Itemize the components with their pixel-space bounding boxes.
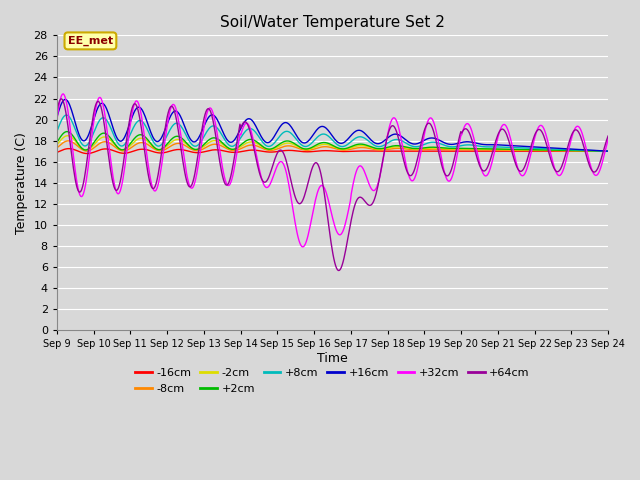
+32cm <box>304 232 312 238</box>
+16cm <box>53 115 61 120</box>
+8cm <box>303 144 311 149</box>
Legend: -16cm, -8cm, -2cm, +2cm, +8cm, +16cm, +32cm, +64cm: -16cm, -8cm, -2cm, +2cm, +8cm, +16cm, +3… <box>131 364 534 398</box>
+8cm <box>422 141 429 147</box>
-2cm <box>53 142 61 148</box>
Line: -2cm: -2cm <box>57 136 608 151</box>
Text: EE_met: EE_met <box>68 36 113 46</box>
+2cm <box>604 148 612 154</box>
+64cm <box>58 96 65 102</box>
+64cm <box>380 153 387 158</box>
-16cm <box>380 148 387 154</box>
+32cm <box>196 154 204 160</box>
+32cm <box>299 244 307 250</box>
+16cm <box>422 137 429 143</box>
Line: -8cm: -8cm <box>57 141 608 151</box>
Line: +64cm: +64cm <box>57 99 608 271</box>
+2cm <box>53 140 61 145</box>
+16cm <box>61 96 69 102</box>
+2cm <box>303 146 311 152</box>
+32cm <box>470 135 477 141</box>
Line: +32cm: +32cm <box>57 94 608 247</box>
+64cm <box>53 109 61 115</box>
-2cm <box>196 146 204 152</box>
Line: +8cm: +8cm <box>57 115 608 151</box>
+8cm <box>152 142 159 147</box>
-8cm <box>53 145 61 151</box>
-8cm <box>422 146 429 152</box>
+64cm <box>335 268 342 274</box>
-2cm <box>303 146 311 152</box>
-8cm <box>604 148 612 154</box>
-16cm <box>83 151 91 156</box>
-2cm <box>152 145 159 151</box>
+64cm <box>152 183 159 189</box>
-8cm <box>469 147 477 153</box>
-16cm <box>53 150 61 156</box>
-16cm <box>423 148 431 154</box>
-8cm <box>303 147 311 153</box>
-8cm <box>196 147 204 153</box>
+32cm <box>423 121 431 127</box>
X-axis label: Time: Time <box>317 352 348 365</box>
+2cm <box>379 145 387 151</box>
-16cm <box>304 149 312 155</box>
+2cm <box>152 145 159 151</box>
+64cm <box>196 142 204 148</box>
+16cm <box>604 148 612 154</box>
+16cm <box>379 139 387 145</box>
+16cm <box>303 139 311 145</box>
-8cm <box>379 147 387 153</box>
-16cm <box>604 148 612 154</box>
-2cm <box>422 145 429 151</box>
+2cm <box>469 146 477 152</box>
+2cm <box>196 145 204 151</box>
+2cm <box>422 145 429 151</box>
+16cm <box>469 140 477 145</box>
+8cm <box>62 112 70 118</box>
+64cm <box>470 143 477 149</box>
+8cm <box>469 142 477 148</box>
Title: Soil/Water Temperature Set 2: Soil/Water Temperature Set 2 <box>220 15 445 30</box>
Line: -16cm: -16cm <box>57 149 608 154</box>
+32cm <box>53 118 61 123</box>
+8cm <box>379 143 387 149</box>
-2cm <box>469 146 477 152</box>
-2cm <box>604 148 612 154</box>
+2cm <box>63 129 71 134</box>
+8cm <box>53 129 61 134</box>
+8cm <box>196 141 204 146</box>
-16cm <box>65 146 72 152</box>
+32cm <box>152 188 159 194</box>
-2cm <box>64 133 72 139</box>
+64cm <box>303 183 311 189</box>
-8cm <box>152 146 159 152</box>
Y-axis label: Temperature (C): Temperature (C) <box>15 132 28 234</box>
+32cm <box>604 137 612 143</box>
-16cm <box>196 150 204 156</box>
-2cm <box>379 146 387 152</box>
-8cm <box>64 138 72 144</box>
+8cm <box>604 148 612 154</box>
+32cm <box>380 155 387 160</box>
+64cm <box>423 122 431 128</box>
+32cm <box>60 91 67 97</box>
Line: +2cm: +2cm <box>57 132 608 151</box>
+16cm <box>196 133 204 139</box>
+64cm <box>604 133 612 139</box>
-16cm <box>152 150 160 156</box>
-16cm <box>470 148 477 154</box>
+16cm <box>152 138 159 144</box>
Line: +16cm: +16cm <box>57 99 608 151</box>
